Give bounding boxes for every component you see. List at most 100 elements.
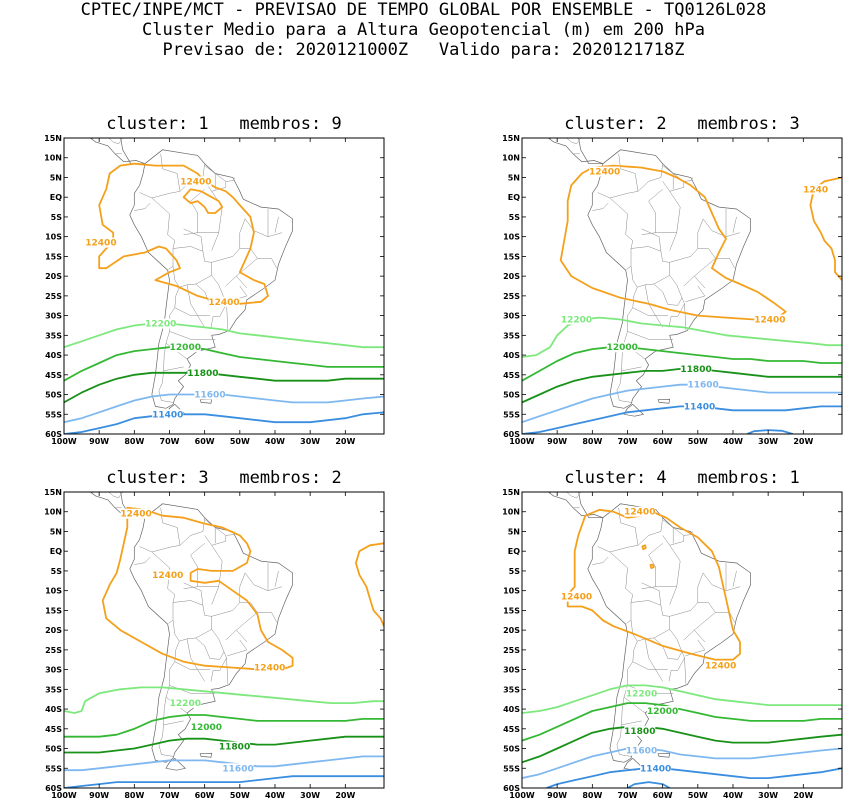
political-border [632,307,668,316]
lat-tick-label: 5N [50,173,62,182]
political-border [644,638,663,682]
lon-tick-label: 60W [653,437,673,446]
political-border [641,228,662,252]
political-border [653,275,683,306]
contour-label: 11400 [684,402,715,412]
political-border [169,331,216,340]
political-border [211,248,251,263]
contour-11800 [64,371,384,404]
lat-tick-label: 10N [44,154,62,163]
political-border [625,213,634,270]
coastline [129,149,293,409]
lon-tick-label: 40W [723,437,743,446]
lat-tick-label: EQ [50,193,62,202]
contour-12400 [355,542,384,627]
political-border [648,543,663,587]
political-border [174,661,210,670]
contour-12200 [522,316,842,358]
political-border [226,657,229,685]
plot-frame [63,491,385,789]
lat-tick-label: 10S [45,587,62,596]
contour-11600 [64,755,384,772]
political-border [683,177,693,182]
lat-tick-label: 15N [502,134,520,143]
contour-11800 [522,725,842,764]
contour-11800 [64,735,384,754]
lat-tick-label: 10N [502,508,520,517]
lat-tick-label: 35S [503,685,520,694]
political-border [172,600,212,642]
lat-tick-label: EQ [50,547,62,556]
lat-tick-label: 40S [45,705,62,714]
lat-tick-label: 60S [45,430,62,439]
lat-tick-label: 55S [503,764,520,773]
political-border [708,248,735,269]
contour-label: 12400 [561,593,592,603]
political-border [625,567,634,624]
lon-tick-label: 40W [265,791,285,800]
political-border [108,138,123,145]
map-layer: 12400 12400 12400 12200 12000 11800 11600 11400 [64,138,384,434]
political-border [163,720,184,726]
political-border [239,572,246,603]
header-line-3: Previsao de: 2020121000Z Valido para: 20… [162,40,685,60]
contour-label: 12400 [85,239,116,249]
lat-tick-label: EQ [508,547,520,556]
political-border [250,248,277,269]
lon-tick-label: 80W [124,791,144,800]
contour-label: 12200 [170,699,201,709]
contour-label: 12400 [754,316,785,326]
contour-label: 11600 [194,391,225,401]
political-border [669,602,709,617]
plot-frame [63,137,385,435]
lat-tick-label: 45S [45,725,62,734]
lon-tick-label: 80W [582,437,602,446]
contour-label: 12400 [208,298,239,308]
contour-label: 11400 [640,764,671,774]
political-border [183,582,204,606]
political-border [621,720,642,726]
political-border [702,572,741,591]
map-panel-cluster-3: 1240012400124001220012000118001160011400… [44,488,385,800]
political-border [225,275,237,287]
contour-label: 11600 [626,747,657,757]
contour-11400 [546,767,842,788]
contour-12400 [641,544,647,551]
lat-tick-label: 15N [44,488,62,497]
contour-12200 [64,322,384,349]
lat-tick-label: 10S [503,233,520,242]
political-border [183,586,219,589]
coastline [129,503,293,763]
contour-11600 [522,383,842,424]
political-border [183,232,219,235]
political-border [226,303,229,331]
political-border [172,246,212,288]
lat-tick-label: EQ [508,193,520,202]
political-border [235,612,258,643]
lon-tick-label: 20W [793,437,813,446]
panel-4-title: cluster: 4 membros: 1 [564,468,800,488]
map-layer: 12400 12400 12400 12200 12000 11800 11600 11400 [522,492,842,788]
contour-12400 [566,508,741,661]
lon-tick-label: 100W [509,791,535,800]
lat-tick-label: 10N [44,508,62,517]
contour-12000 [522,346,842,382]
lat-tick-label: 5S [509,213,521,222]
political-border [250,602,277,623]
contour-label: 12200 [561,316,592,326]
coastline [547,492,604,519]
political-border [108,492,123,499]
political-border [641,586,677,589]
political-border [708,602,735,623]
political-border [632,661,668,670]
lon-tick-label: 80W [124,437,144,446]
map-panel-cluster-1: 12400 12400 12400 12200 12000 11800 11600 11400… [44,134,385,446]
lon-tick-label: 50W [230,437,250,446]
political-border [685,285,706,303]
lon-tick-label: 100W [51,791,77,800]
political-border [683,629,695,641]
political-border [274,216,279,233]
lon-tick-label: 50W [688,791,708,800]
political-border [623,696,646,714]
lat-tick-label: 5S [51,213,63,222]
